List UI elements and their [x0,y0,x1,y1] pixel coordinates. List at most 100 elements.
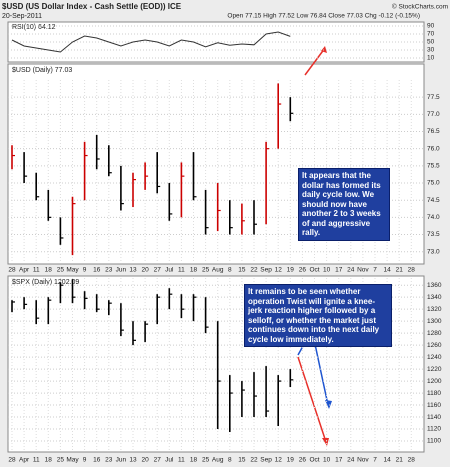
y-tick-label: 30 [427,47,435,54]
header-date: 20-Sep-2011 [2,13,42,20]
y-tick-label: 1140 [427,414,441,421]
x-tick-label: 11 [178,457,185,464]
x-tick-label: 20 [141,457,149,464]
x-tick-label: 28 [408,267,416,274]
x-tick-label: 24 [347,267,355,274]
y-tick-label: 10 [427,55,435,62]
x-tick-label: 17 [335,267,343,274]
x-tick-label: 15 [238,457,246,464]
x-tick-label: 16 [93,457,101,464]
header-quote: Open 77.15 High 77.52 Low 76.84 Close 77… [227,13,420,20]
y-tick-label: 73.5 [427,231,440,238]
arrow [304,47,326,76]
y-tick-label: 77.5 [427,94,440,101]
annotation: It appears that the dollar has formed it… [298,168,390,241]
y-tick-label: 1360 [427,282,442,289]
x-tick-label: Jun [116,457,127,464]
x-tick-label: 9 [83,267,87,274]
x-tick-label: 10 [323,457,331,464]
x-tick-label: 8 [228,267,232,274]
y-tick-label: 74.5 [427,197,440,204]
header-title: $USD (US Dollar Index - Cash Settle (EOD… [2,2,182,11]
x-tick-label: Sep [260,457,272,464]
y-tick-label: 90 [427,23,435,30]
x-tick-label: 13 [129,457,137,464]
y-tick-label: 76.5 [427,128,440,135]
y-tick-label: 1200 [427,378,442,385]
x-tick-label: 26 [299,267,307,274]
y-tick-label: 74.0 [427,214,440,221]
y-tick-label: 1160 [427,402,441,409]
x-tick-label: 8 [228,457,232,464]
x-tick-label: 12 [275,267,283,274]
x-tick-label: 7 [373,267,377,274]
x-tick-label: 19 [287,267,295,274]
x-tick-label: 28 [408,457,416,464]
x-tick-label: 10 [323,267,331,274]
x-tick-label: 18 [45,457,53,464]
x-tick-label: 23 [105,457,113,464]
x-tick-label: 26 [299,457,307,464]
x-tick-label: 11 [178,267,185,274]
x-tick-label: 11 [33,267,40,274]
x-tick-label: 7 [373,457,377,464]
x-tick-label: 21 [396,267,404,274]
x-tick-label: Apr [19,457,30,464]
x-tick-label: 21 [396,457,404,464]
x-tick-label: 14 [383,267,391,274]
y-tick-label: 1180 [427,390,441,397]
panel-title: $USD (Daily) 77.03 [12,67,72,74]
x-tick-label: Sep [260,267,272,274]
x-tick-label: May [66,267,79,274]
x-tick-label: Aug [212,267,224,274]
x-tick-label: 12 [275,457,283,464]
x-tick-label: 15 [238,267,246,274]
x-tick-label: Jul [165,457,174,464]
x-tick-label: Apr [19,267,30,274]
x-tick-label: 22 [250,457,258,464]
x-tick-label: Jul [165,267,174,274]
x-tick-label: 16 [93,267,101,274]
x-tick-label: 27 [154,457,162,464]
x-tick-label: 19 [287,457,295,464]
x-tick-label: 24 [347,457,355,464]
x-tick-label: Nov [357,457,369,464]
rsi-line [11,31,291,53]
y-tick-label: 1280 [427,330,442,337]
x-tick-label: 28 [8,267,16,274]
x-tick-label: 25 [202,267,210,274]
x-tick-label: 17 [335,457,343,464]
x-tick-label: 25 [202,457,210,464]
x-tick-label: Aug [212,457,224,464]
x-tick-label: 13 [129,267,137,274]
x-tick-label: Jun [116,267,127,274]
y-tick-label: 1320 [427,306,442,313]
y-tick-label: 75.5 [427,163,440,170]
x-tick-label: 22 [250,267,258,274]
x-tick-label: 11 [33,457,40,464]
y-tick-label: 1240 [427,354,442,361]
y-tick-label: 1100 [427,438,441,445]
header-credit: © StockCharts.com [392,3,448,11]
arrowhead [322,438,329,446]
x-tick-label: 18 [190,457,198,464]
y-tick-label: 1340 [427,294,442,301]
x-tick-label: Oct [309,267,319,274]
x-tick-label: 25 [57,267,65,274]
x-tick-label: Nov [357,267,369,274]
x-tick-label: 23 [105,267,113,274]
y-tick-label: 1260 [427,342,442,349]
annotation: It remains to be seen whether operation … [244,284,392,347]
arrowhead [325,400,332,409]
panel-title: RSI(10) 64.12 [12,24,56,31]
x-tick-label: 9 [83,457,87,464]
y-tick-label: 76.0 [427,145,440,152]
y-tick-label: 73.0 [427,248,440,255]
x-tick-label: 18 [190,267,198,274]
x-tick-label: 18 [45,267,53,274]
y-tick-label: 75.0 [427,180,440,187]
x-tick-label: 14 [383,457,391,464]
y-tick-label: 1300 [427,318,442,325]
panel-title: $SPX (Daily) 1202.09 [12,279,79,286]
y-tick-label: 1120 [427,426,441,433]
